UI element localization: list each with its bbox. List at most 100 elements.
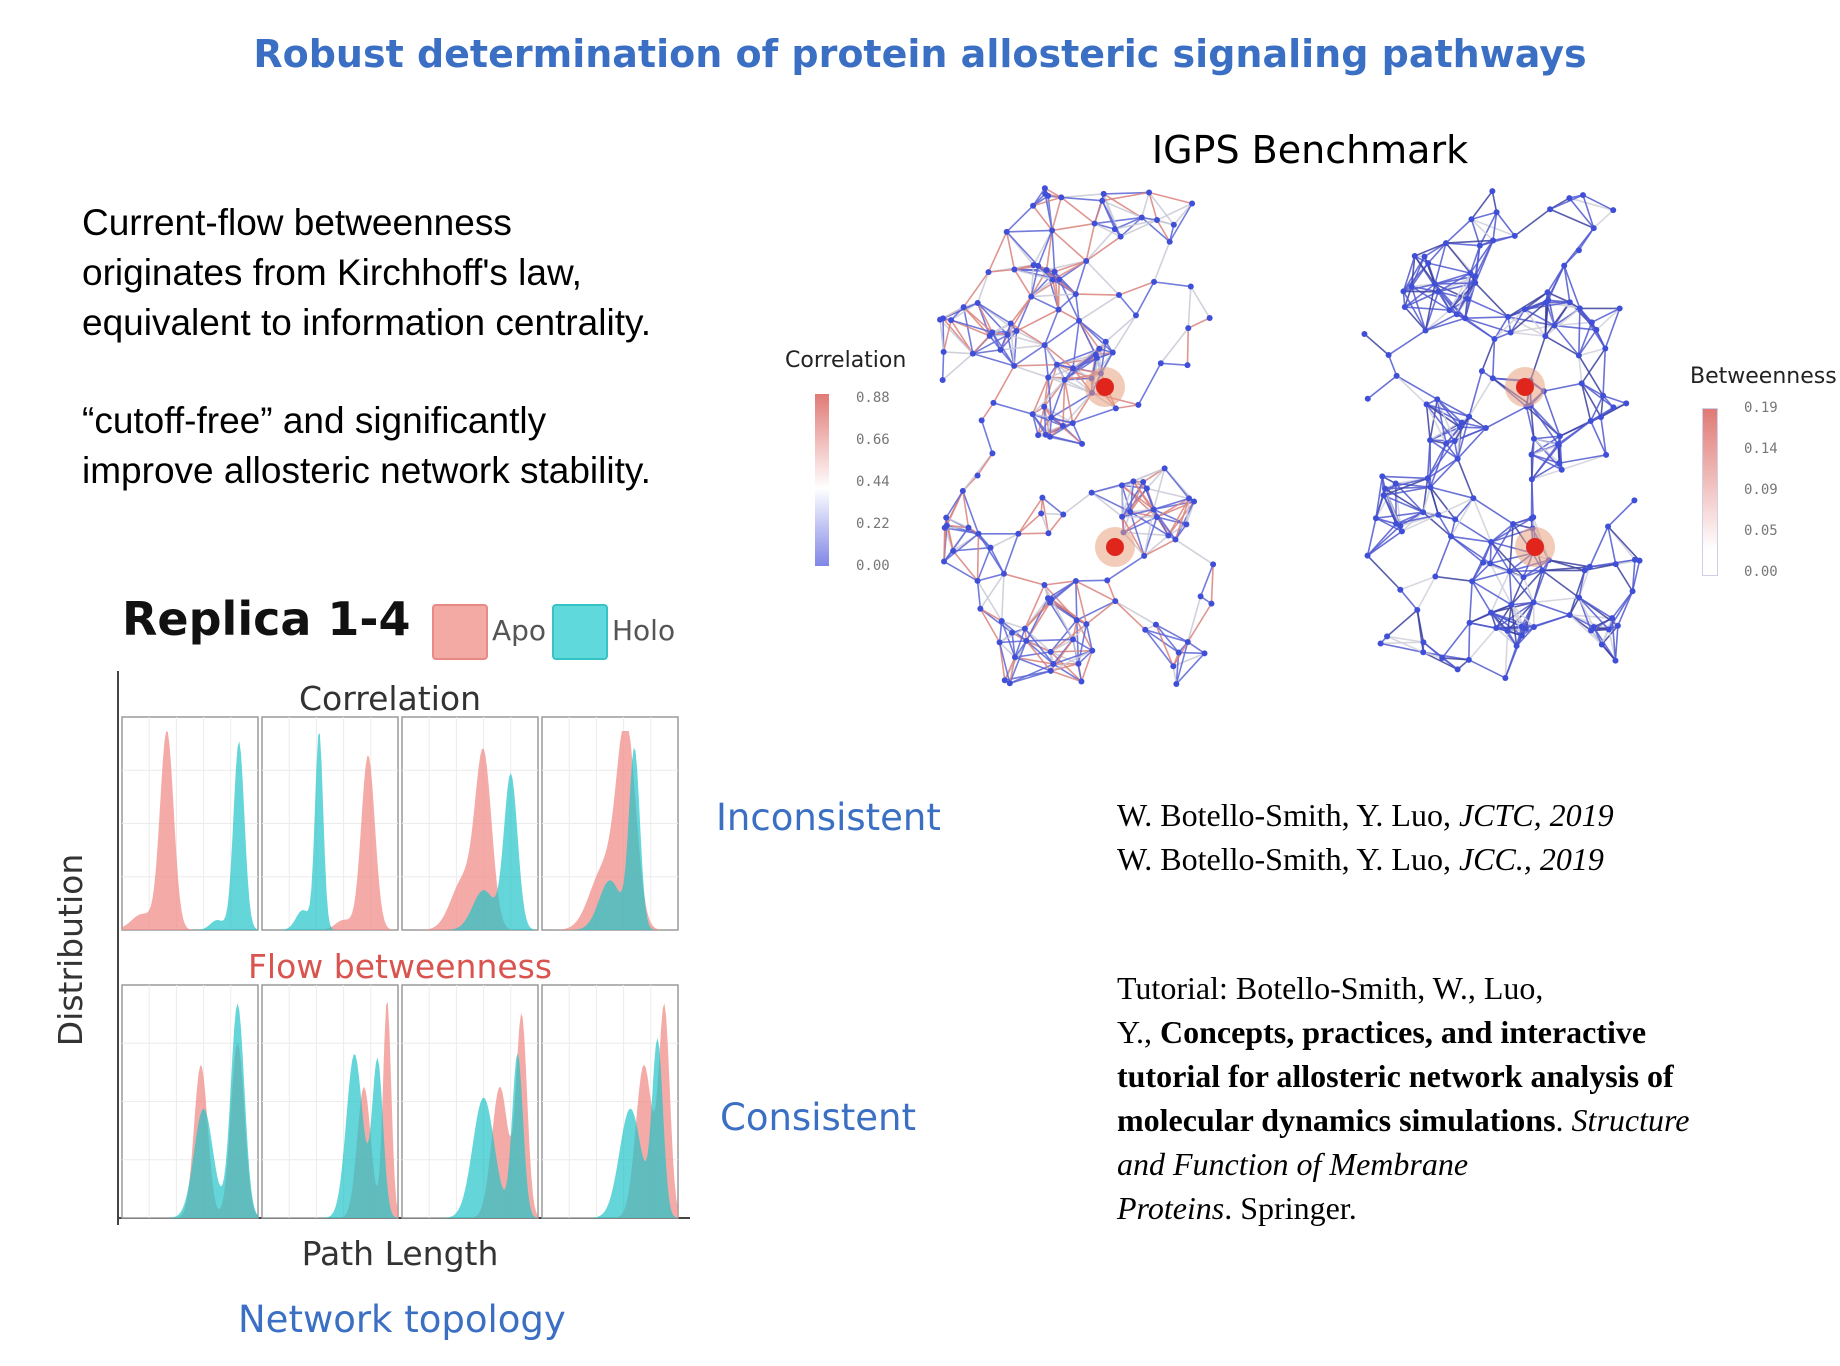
network-edge [1057, 293, 1077, 311]
network-edge [1155, 623, 1189, 643]
network-edge [950, 306, 965, 321]
network-node [1578, 380, 1585, 387]
network-edge [1578, 596, 1613, 619]
network-node [1575, 352, 1582, 359]
network-node [1631, 556, 1638, 563]
network-edge [1425, 404, 1431, 441]
apo-density [402, 748, 538, 930]
network-edge [1524, 301, 1570, 311]
network-edge [1402, 256, 1426, 292]
network-edge [1025, 640, 1054, 665]
network-edge [1072, 619, 1078, 640]
network-edge [1490, 611, 1523, 637]
network-edge [1050, 623, 1087, 653]
network-edge [1006, 229, 1053, 233]
network-edge [1600, 395, 1604, 418]
network-edge [1156, 497, 1190, 518]
inconsistent-label: Inconsistent [716, 796, 941, 839]
network-node [1576, 305, 1583, 312]
network-node [1472, 279, 1479, 286]
network-node [1434, 396, 1441, 403]
network-node [1530, 435, 1537, 442]
network-edge [1043, 345, 1050, 378]
network-edge [1595, 307, 1621, 331]
network-edge [1524, 308, 1555, 327]
network-node [1009, 629, 1016, 636]
network-edge [998, 620, 1003, 643]
network-edge [1425, 309, 1451, 332]
network-node [1487, 609, 1494, 616]
network-edge [1167, 501, 1195, 536]
network-node [1208, 600, 1215, 607]
network-node [1076, 317, 1083, 324]
network-edge [1037, 230, 1053, 267]
hotspot-residue [1516, 378, 1534, 396]
network-edge [1190, 286, 1211, 319]
network-edge [1531, 444, 1560, 480]
network-edge [962, 306, 974, 354]
network-edge [1530, 404, 1559, 445]
tutorial-bold: tutorial for allosteric network analysis… [1117, 1058, 1674, 1094]
network-node [1493, 209, 1500, 216]
network-edge [1153, 281, 1191, 288]
network-edge [1185, 498, 1190, 525]
network-edge [1425, 317, 1466, 332]
network-edge [1491, 191, 1498, 213]
network-node [1379, 473, 1386, 480]
network-node [1542, 333, 1549, 340]
network-edge [1581, 382, 1604, 397]
network-node [1048, 596, 1055, 603]
network-node [1127, 508, 1134, 515]
network-node [1530, 624, 1537, 631]
network-node [1392, 480, 1399, 487]
network-edge [992, 365, 1015, 404]
network-nodes [937, 185, 1217, 688]
network-node [1006, 680, 1013, 687]
network-edge [977, 302, 1009, 336]
network-edge [1493, 316, 1509, 340]
network-edge [1569, 614, 1613, 619]
network-edge [1010, 296, 1032, 324]
tutorial-line: Proteins. Springer. [1117, 1186, 1817, 1230]
network-node [1050, 661, 1057, 668]
network-edge [1164, 467, 1190, 499]
benchmark-title: IGPS Benchmark [1151, 128, 1469, 172]
network-edge [1581, 348, 1606, 384]
network-node [1491, 335, 1498, 342]
network-edge [1511, 601, 1534, 606]
network-edge [1430, 486, 1474, 499]
network-node [1152, 621, 1159, 628]
network-edge [1471, 570, 1510, 582]
network-node [1041, 342, 1048, 349]
network-edge [1155, 624, 1180, 654]
tick-label: 0.19 [1744, 400, 1778, 416]
network-node [1173, 681, 1180, 688]
network-edge [1531, 444, 1560, 456]
network-edge [1014, 268, 1053, 281]
network-node [990, 399, 997, 406]
network-edge [1175, 641, 1189, 685]
network-node [1011, 362, 1018, 369]
network-edge [1075, 580, 1078, 621]
network-node [1490, 237, 1497, 244]
network-edge [1520, 602, 1535, 627]
network-edge [1050, 598, 1074, 640]
network-node [987, 544, 994, 551]
network-edge [1426, 440, 1456, 479]
network-node [1138, 214, 1145, 221]
network-node [943, 514, 950, 521]
network-edge [1062, 492, 1093, 516]
network-node [1593, 326, 1600, 333]
network-edge [1582, 194, 1614, 211]
network-node [1470, 495, 1477, 502]
network-edge [1199, 564, 1214, 597]
network-node [1043, 266, 1050, 273]
network-edge [1091, 492, 1123, 518]
network-edge [1589, 420, 1607, 456]
network-node [1453, 311, 1460, 318]
network-edge [1009, 663, 1054, 685]
replica-distribution-plot: Correlation Flow betweenness Distributio… [51, 671, 690, 1273]
network-node [1041, 403, 1048, 410]
network-edge [1009, 670, 1051, 685]
network-node [1420, 649, 1427, 656]
